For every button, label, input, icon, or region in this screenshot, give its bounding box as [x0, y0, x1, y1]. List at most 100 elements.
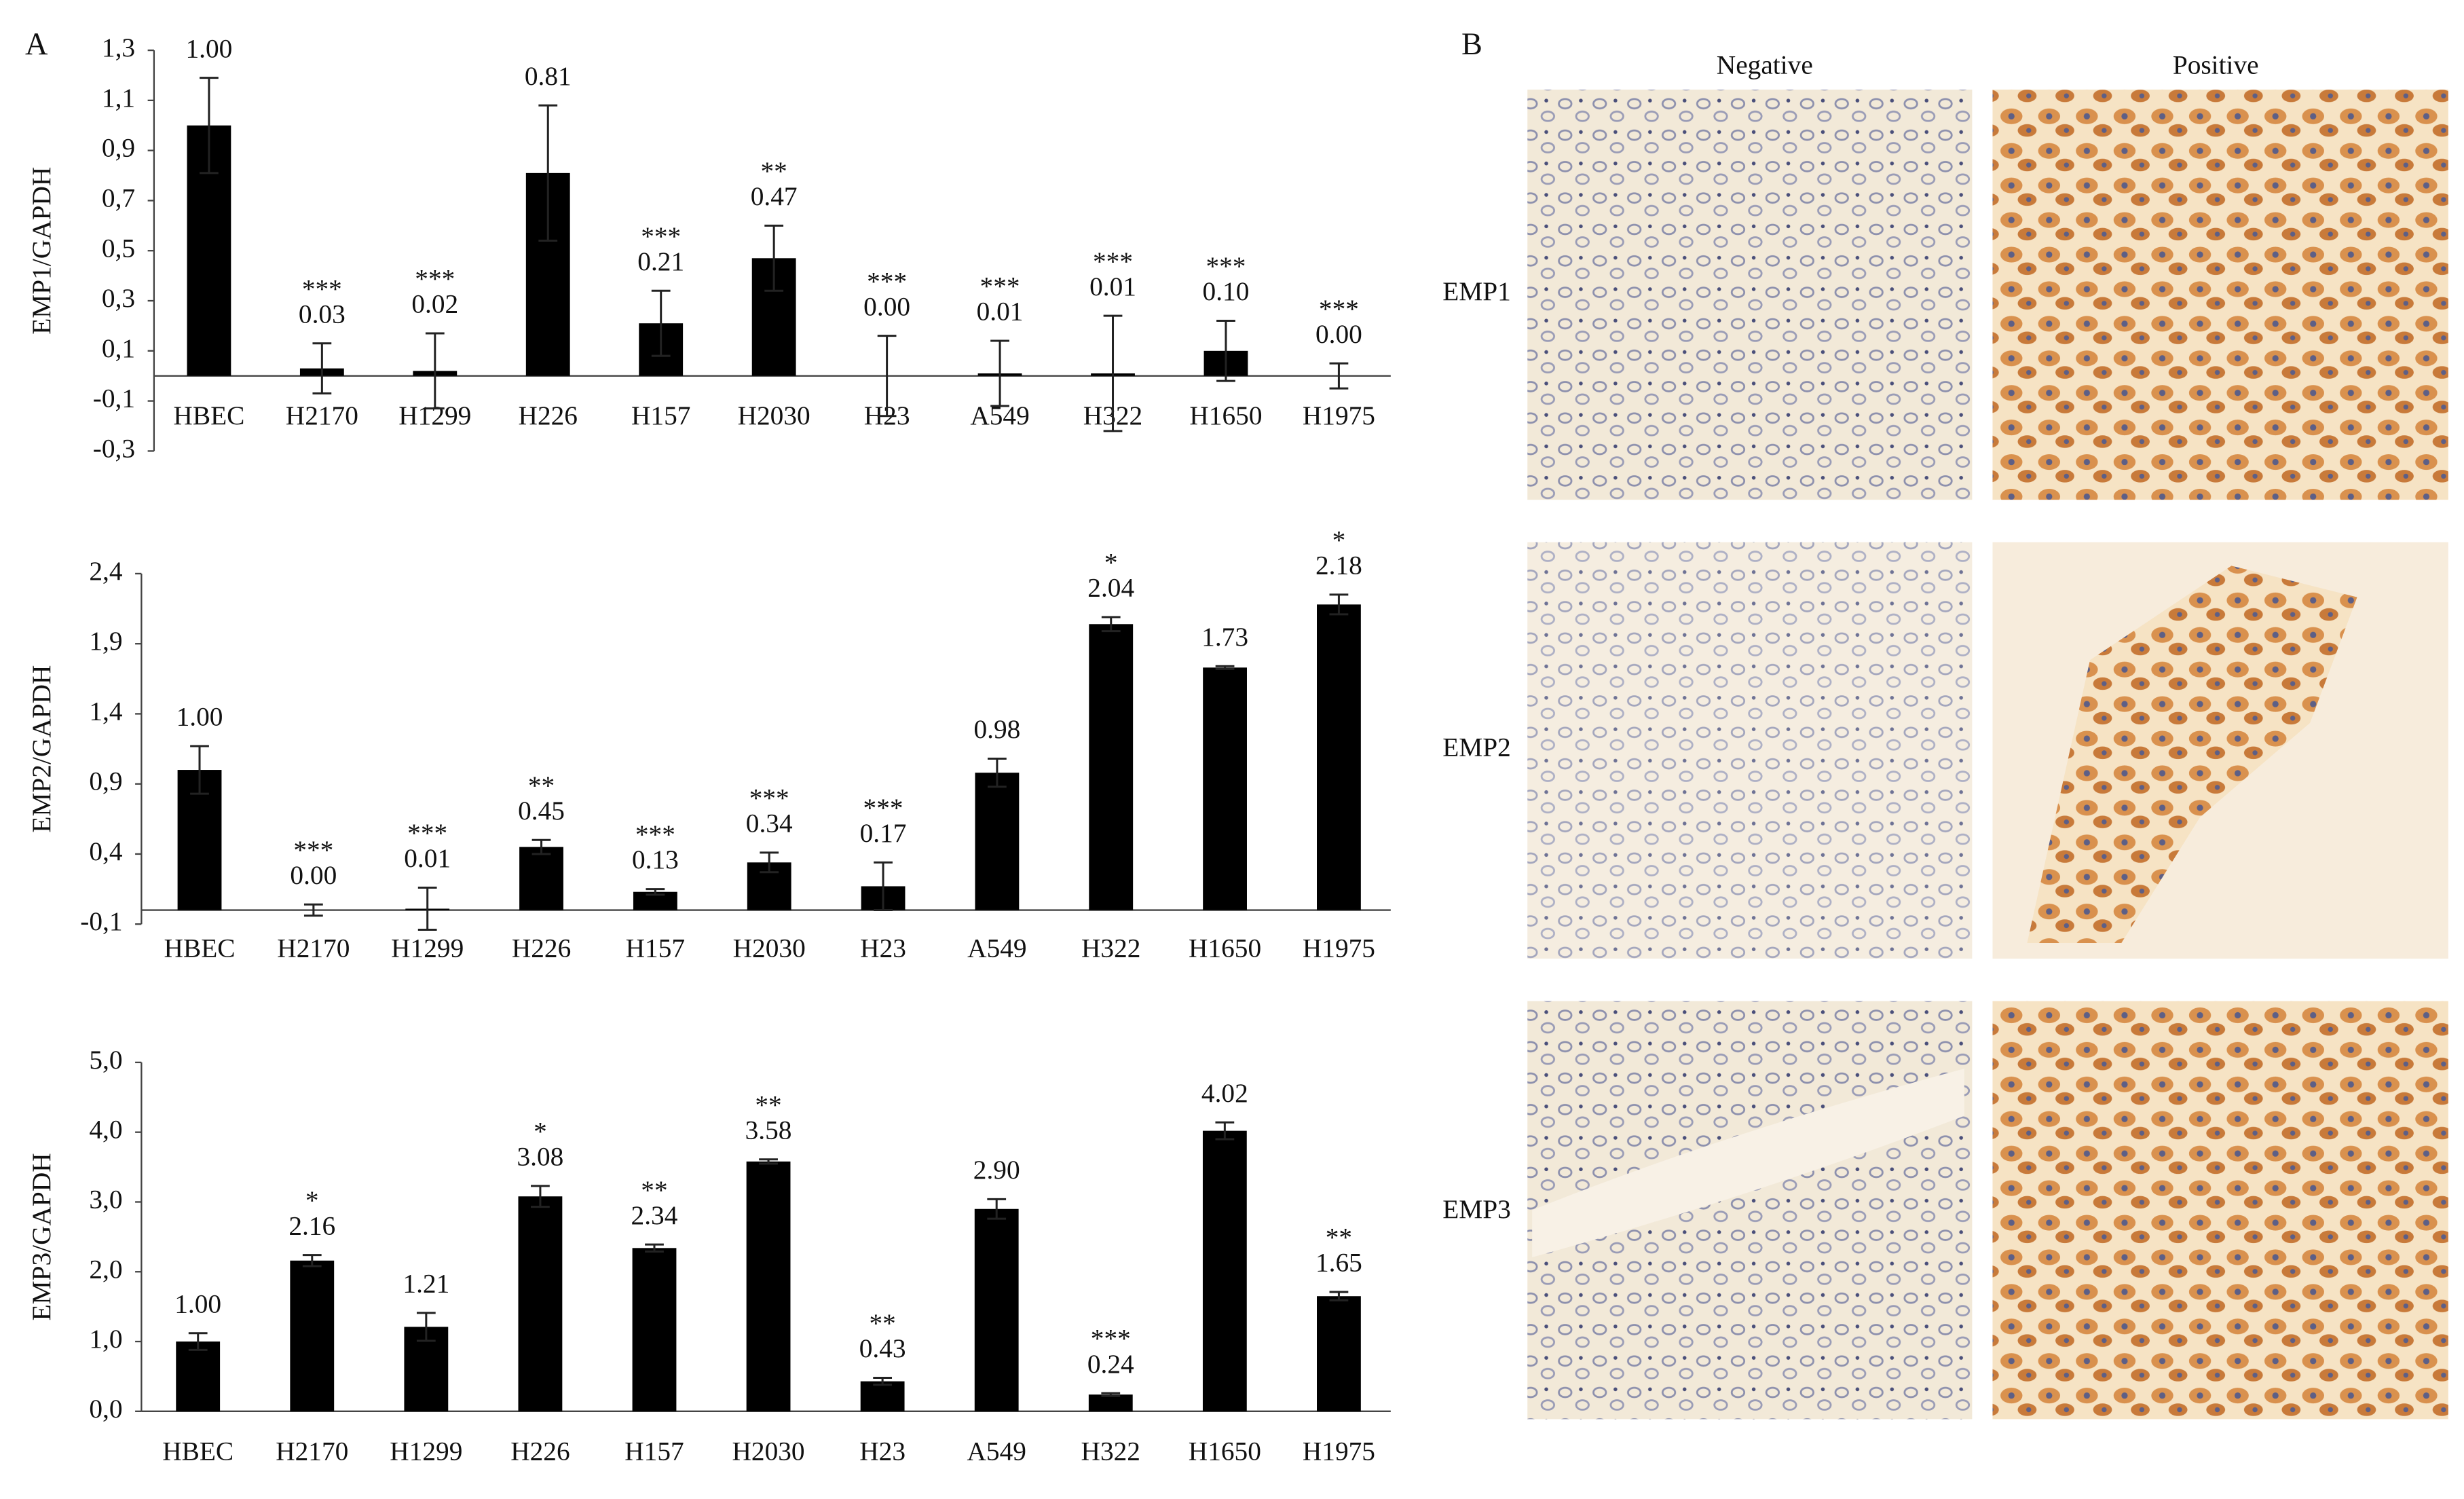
significance: ***	[980, 272, 1020, 301]
micrograph	[1527, 542, 1973, 959]
value-label: 0.01	[1089, 272, 1136, 301]
error-bar	[1103, 314, 1123, 432]
x-tick-label: H226	[519, 401, 578, 430]
error-bar	[303, 903, 323, 917]
bar	[632, 1248, 677, 1411]
value-label: 1.65	[1315, 1248, 1362, 1278]
x-tick-label: H2170	[277, 933, 350, 963]
value-label: 0.10	[1203, 276, 1250, 306]
significance: ***	[867, 266, 907, 296]
value-label: 0.01	[404, 843, 451, 873]
value-label: 1.73	[1201, 622, 1248, 652]
error-bar	[651, 289, 671, 357]
significance: *	[1332, 525, 1346, 555]
value-label: 0.00	[1315, 319, 1362, 349]
error-bar	[425, 332, 445, 410]
y-tick-label: 4,0	[89, 1115, 122, 1145]
panel-label: A	[25, 27, 48, 62]
value-label: 1.21	[403, 1269, 449, 1299]
error-bar	[987, 1198, 1007, 1220]
x-tick-label: H1299	[391, 933, 464, 963]
error-bar	[190, 745, 209, 795]
x-tick-label: H23	[860, 933, 906, 963]
value-label: 2.04	[1087, 573, 1134, 603]
bar	[860, 1381, 905, 1411]
micrograph	[1992, 89, 2448, 500]
value-label: 1.00	[174, 1289, 221, 1318]
error-bar	[1329, 362, 1349, 390]
error-bar	[1329, 1291, 1349, 1301]
error-bar	[873, 1376, 893, 1386]
y-axis-title: EMP1/GAPDH	[26, 167, 56, 335]
x-tick-label: H1975	[1303, 401, 1375, 430]
error-bar	[877, 335, 897, 418]
y-tick-label: 0,1	[102, 333, 135, 363]
x-tick-label: A549	[967, 933, 1026, 963]
significance: **	[869, 1308, 895, 1338]
error-bar	[760, 851, 779, 874]
value-label: 2.34	[631, 1200, 678, 1230]
value-label: 4.02	[1201, 1078, 1248, 1108]
significance: *	[305, 1185, 319, 1215]
x-tick-label: A549	[967, 1436, 1026, 1466]
value-label: 0.34	[746, 809, 793, 838]
y-axis-title: EMP3/GAPDH	[26, 1153, 56, 1320]
y-tick-label: 2,4	[89, 556, 123, 586]
x-tick-label: H2030	[733, 933, 806, 963]
significance: ***	[293, 835, 333, 865]
x-tick-label: HBEC	[162, 1436, 234, 1466]
stroma	[1532, 1069, 1964, 1257]
significance: ***	[863, 793, 903, 823]
significance: ***	[415, 264, 455, 294]
significance: ***	[1091, 1324, 1131, 1354]
error-bar	[990, 339, 1009, 407]
value-label: 2.90	[973, 1155, 1020, 1185]
y-tick-label: 1,1	[102, 83, 135, 113]
error-bar	[538, 104, 558, 242]
y-tick-label: 2,0	[89, 1254, 122, 1284]
bar	[1202, 1130, 1247, 1411]
error-bar	[988, 758, 1007, 788]
y-tick-label: -0,3	[93, 433, 135, 463]
micrograph	[1992, 1001, 2448, 1420]
value-label: 0.98	[973, 714, 1020, 744]
value-label: 3.08	[517, 1142, 563, 1172]
bar	[519, 847, 563, 910]
error-bar	[200, 77, 219, 174]
significance: ***	[1093, 246, 1133, 276]
x-tick-label: H2030	[732, 1436, 805, 1466]
error-bar	[417, 886, 437, 931]
x-tick-label: H1650	[1189, 401, 1262, 430]
error-bar	[1216, 320, 1235, 382]
y-tick-label: 5,0	[89, 1045, 122, 1075]
value-label: 0.01	[977, 297, 1024, 327]
significance: **	[641, 1175, 667, 1205]
y-tick-label: 1,4	[89, 696, 123, 726]
value-label: 0.17	[860, 818, 907, 848]
error-bar	[1215, 665, 1235, 670]
row-label: EMP1	[1442, 276, 1511, 306]
y-tick-label: 0,0	[89, 1394, 122, 1424]
row-label: EMP3	[1442, 1194, 1511, 1224]
y-tick-label: 1,3	[102, 33, 135, 62]
error-bar	[531, 1185, 550, 1208]
bar	[518, 1196, 563, 1411]
x-tick-label: H2170	[286, 401, 358, 430]
value-label: 0.43	[859, 1333, 906, 1363]
value-label: 2.16	[288, 1210, 335, 1240]
y-tick-label: 0,7	[102, 183, 135, 212]
significance: *	[534, 1116, 547, 1146]
y-tick-label: 0,5	[102, 233, 135, 263]
bar	[746, 1161, 791, 1411]
x-tick-label: H2170	[276, 1436, 348, 1466]
value-label: 2.18	[1315, 551, 1362, 580]
significance: ***	[635, 819, 675, 849]
x-tick-label: H1650	[1189, 1436, 1261, 1466]
value-label: 0.47	[751, 181, 798, 211]
value-label: 0.45	[518, 796, 565, 826]
significance: ***	[749, 783, 789, 813]
error-bar	[416, 1312, 436, 1342]
x-tick-label: H157	[624, 1436, 684, 1466]
error-bar	[188, 1332, 208, 1351]
column-label: Negative	[1717, 50, 1813, 80]
